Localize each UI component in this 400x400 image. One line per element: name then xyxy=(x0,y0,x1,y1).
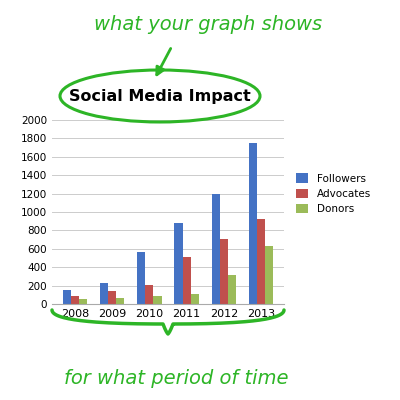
Bar xyxy=(257,219,265,304)
Bar xyxy=(116,298,124,304)
Bar xyxy=(154,296,162,304)
Bar xyxy=(212,194,220,304)
Bar xyxy=(79,299,87,304)
Text: what your graph shows: what your graph shows xyxy=(94,14,322,34)
Bar xyxy=(228,276,236,304)
Text: for what period of time: for what period of time xyxy=(64,368,288,388)
Bar xyxy=(249,143,257,304)
Bar xyxy=(71,296,79,304)
Bar xyxy=(145,285,154,304)
Text: Social Media Impact: Social Media Impact xyxy=(69,88,251,104)
Bar xyxy=(100,283,108,304)
Bar xyxy=(108,291,116,304)
Bar xyxy=(137,252,145,304)
Bar xyxy=(62,290,71,304)
Bar xyxy=(174,223,182,304)
Bar xyxy=(191,294,199,304)
Bar xyxy=(265,246,274,304)
Legend: Followers, Advocates, Donors: Followers, Advocates, Donors xyxy=(294,171,373,216)
Bar xyxy=(220,239,228,304)
Bar xyxy=(182,257,191,304)
